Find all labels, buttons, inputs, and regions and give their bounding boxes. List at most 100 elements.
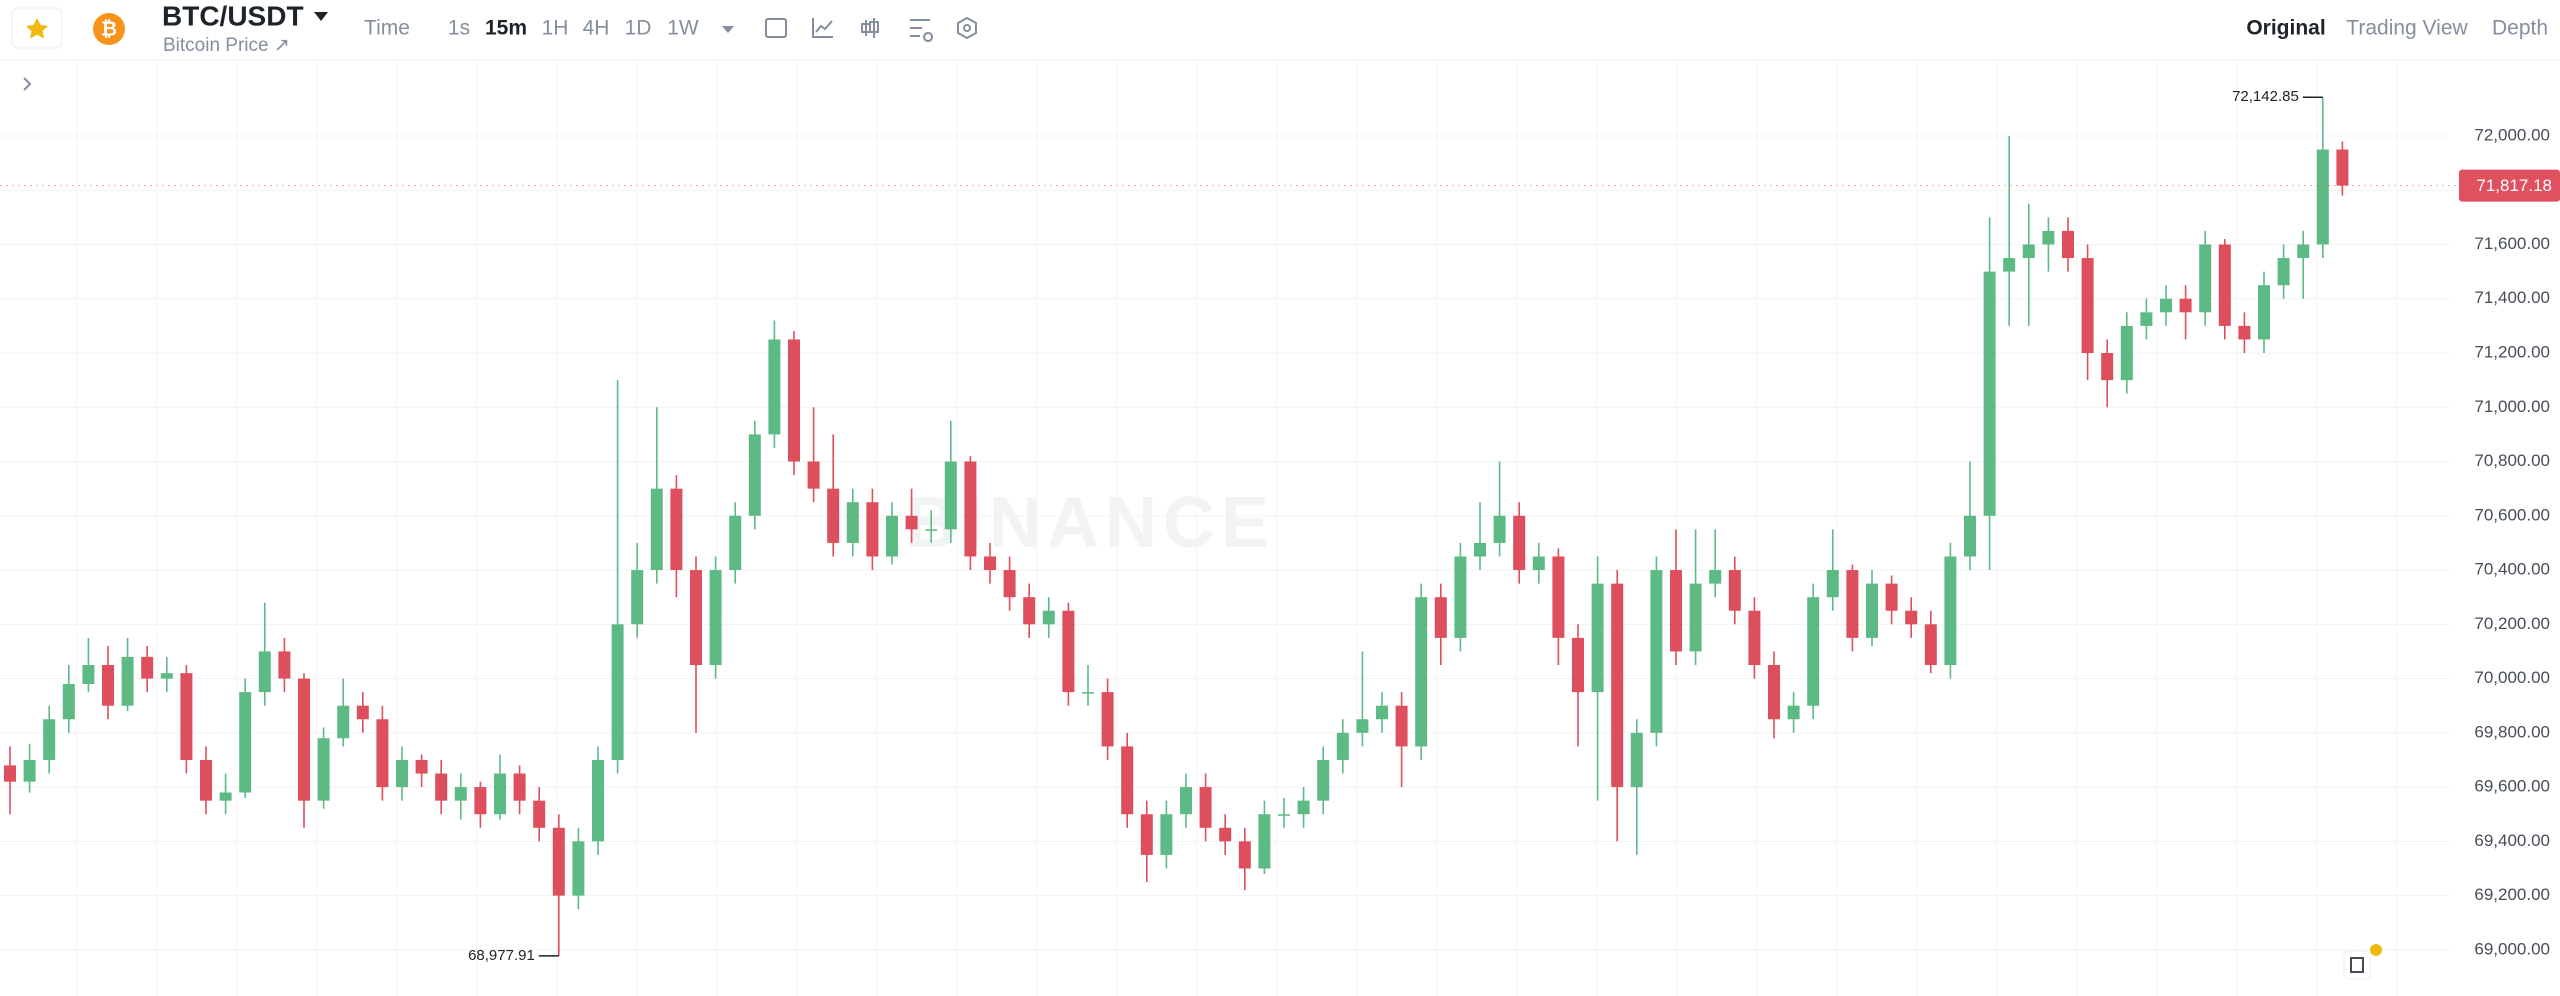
candle-body	[2101, 353, 2114, 381]
interval-tab[interactable]: 1W	[667, 17, 699, 40]
y-tick-label: 69,000.00	[2474, 939, 2550, 958]
candle-body	[1885, 583, 1898, 611]
candle-body	[180, 673, 193, 760]
candle-body	[944, 461, 957, 530]
candle-body	[82, 665, 95, 684]
candle-body	[1258, 814, 1271, 869]
view-tab[interactable]: Trading View	[2346, 17, 2468, 40]
candle-body	[1160, 814, 1173, 855]
symbol[interactable]: BTC/USDT	[162, 0, 304, 31]
candle-body	[23, 759, 36, 782]
candle-body	[1768, 665, 1780, 720]
candle-body	[2238, 325, 2251, 340]
candle-body	[748, 434, 761, 516]
interval-tab[interactable]: 1H	[542, 17, 569, 40]
candle-body	[1434, 597, 1447, 638]
candle-body	[1532, 556, 1545, 571]
candle-body	[435, 773, 448, 801]
candle-body	[396, 759, 408, 788]
candle-body	[1376, 705, 1388, 720]
candle-body	[1395, 705, 1408, 747]
calendar-icon[interactable]	[765, 18, 787, 38]
candle-body	[1415, 597, 1428, 747]
candle-body	[1611, 583, 1624, 788]
candle-body	[2120, 325, 2133, 381]
candle-body	[866, 502, 879, 557]
candle-body	[1493, 515, 1506, 543]
interval-tab[interactable]: 4H	[583, 17, 610, 40]
interval-tab[interactable]: 1s	[448, 17, 470, 40]
candle-body	[2336, 149, 2349, 186]
candle-body	[709, 570, 722, 666]
last-price-badge	[2459, 169, 2560, 202]
template-icon[interactable]	[910, 19, 934, 42]
interval-tab[interactable]: Time	[364, 17, 410, 40]
y-tick-label: 70,400.00	[2474, 560, 2550, 579]
notes-icon	[2350, 957, 2364, 973]
candle-body	[1474, 542, 1486, 557]
candle-body	[1670, 570, 1682, 652]
candle-body	[2179, 298, 2192, 313]
candle-body	[670, 488, 683, 571]
subtitle[interactable]: Bitcoin Price ↗	[163, 35, 290, 56]
candle-body	[1238, 841, 1251, 869]
candle-body	[278, 651, 291, 679]
candle-body	[1924, 624, 1937, 666]
interval-tab[interactable]: 15m	[485, 17, 527, 40]
indicator-icon[interactable]	[812, 18, 833, 38]
candle-body	[807, 461, 820, 489]
candle-body	[729, 515, 742, 571]
candle-body	[964, 461, 977, 557]
candle-body	[2140, 312, 2153, 326]
candle-body	[2218, 244, 2231, 326]
y-tick-label: 69,600.00	[2474, 777, 2550, 796]
candle-body	[1552, 556, 1565, 638]
candle-body	[1728, 570, 1741, 611]
candle-body	[1964, 515, 1976, 557]
candle-body	[454, 787, 467, 801]
candle-body	[43, 719, 56, 760]
candle-body	[650, 488, 663, 571]
candle-body	[298, 678, 310, 801]
candle-body	[1356, 719, 1369, 733]
interval-tab[interactable]: 1D	[625, 17, 652, 40]
bitcoin-icon	[93, 13, 125, 45]
candle-body	[219, 792, 232, 801]
candle-body	[1180, 787, 1192, 815]
y-tick-label: 71,200.00	[2474, 342, 2550, 361]
candle-body	[121, 656, 134, 706]
candle-body	[572, 841, 585, 896]
candle-body	[2081, 258, 2094, 354]
y-tick-label: 70,800.00	[2474, 451, 2550, 470]
candle-body	[415, 759, 428, 774]
y-tick-label: 69,200.00	[2474, 885, 2550, 904]
candle-body	[2042, 230, 2055, 245]
more-intervals[interactable]	[722, 26, 734, 33]
candle-body	[4, 765, 16, 782]
y-tick-label: 70,000.00	[2474, 668, 2550, 687]
candle-body	[1866, 583, 1878, 638]
candle-body	[141, 656, 154, 679]
view-tab[interactable]: Original	[2246, 17, 2325, 40]
candle-body	[2062, 230, 2074, 259]
candle-body	[925, 529, 938, 531]
settings-icon[interactable]	[957, 16, 977, 40]
last-price-label: 71,817.18	[2476, 176, 2552, 195]
y-tick-label: 70,600.00	[2474, 505, 2550, 524]
header: ₿ BTC/USDT Bitcoin Price ↗ Time 1s 15m 1H 4H…	[11, 0, 2548, 56]
y-tick-label: 71,000.00	[2474, 397, 2550, 416]
notes-button[interactable]	[2343, 950, 2371, 980]
candle-body	[1101, 692, 1114, 747]
symbol-dropdown[interactable]	[314, 12, 328, 21]
expand-arrow[interactable]	[23, 77, 32, 91]
extreme-label: 68,977.91	[468, 947, 535, 964]
candle-body	[1807, 597, 1820, 706]
view-tab[interactable]: Depth	[2492, 17, 2548, 40]
candle-body	[1199, 787, 1212, 828]
candle-body	[1140, 814, 1153, 855]
candle-icon[interactable]	[861, 18, 879, 38]
candle-body	[1983, 271, 1996, 516]
watermark: BINANCE	[905, 483, 1275, 563]
